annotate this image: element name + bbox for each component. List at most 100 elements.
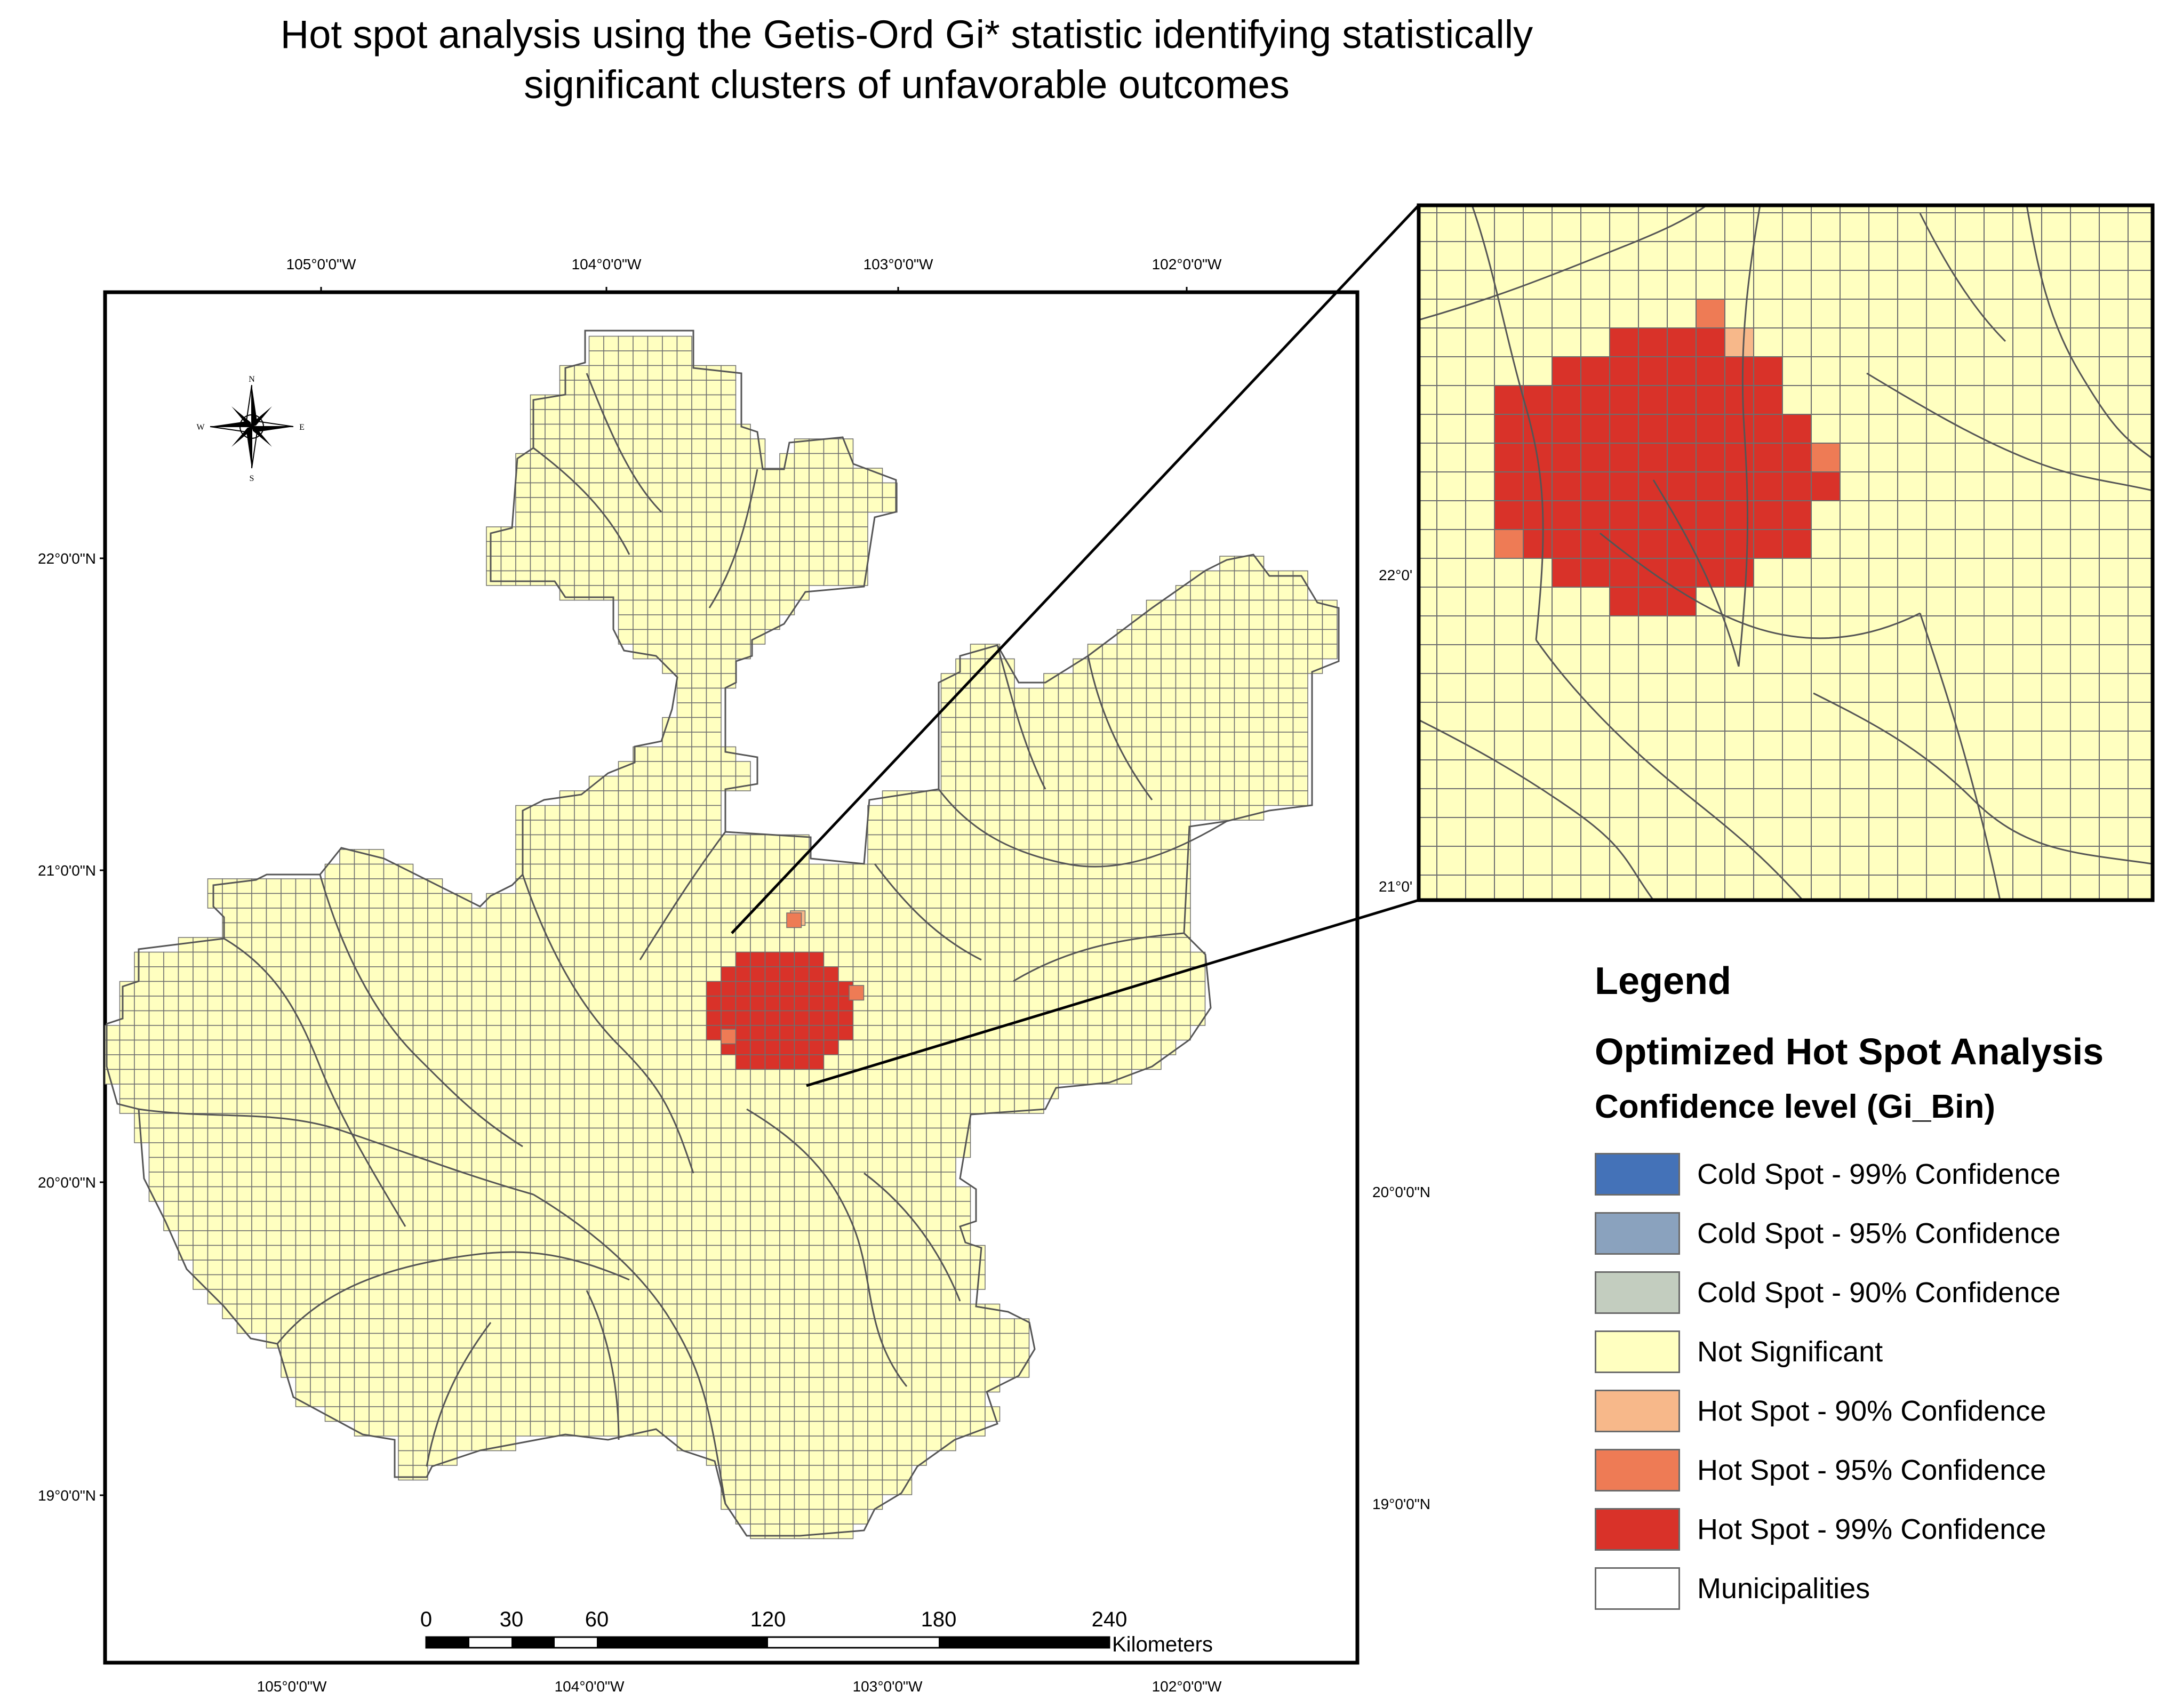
grid-cell [1161, 629, 1177, 645]
grid-cell [574, 1157, 590, 1173]
grid-cell [310, 1303, 326, 1319]
grid-cell [721, 1465, 737, 1481]
grid-cell [442, 1303, 458, 1319]
grid-cell [324, 937, 340, 953]
grid-cell [251, 1069, 267, 1085]
grid-cell [222, 1025, 238, 1041]
grid-cell [1014, 687, 1030, 703]
grid-cell [545, 1098, 561, 1114]
grid-cell [193, 1127, 209, 1143]
grid-cell [559, 453, 575, 469]
grid-cell [545, 511, 561, 527]
grid-cell [721, 951, 737, 967]
grid-cell [1116, 863, 1132, 879]
grid-cell [1753, 702, 1783, 732]
grid-cell [647, 1230, 663, 1246]
grid-cell [779, 1274, 795, 1290]
grid-cell [457, 1186, 473, 1202]
grid-cell [281, 1289, 297, 1305]
grid-cell [838, 966, 854, 982]
grid-cell [193, 1260, 209, 1276]
grid-cell [691, 922, 707, 938]
grid-cell [515, 1362, 531, 1378]
grid-cell [676, 922, 692, 938]
grid-cell [970, 834, 986, 850]
hot-spot-cell [1724, 500, 1754, 530]
grid-cell [764, 1362, 780, 1378]
grid-cell [764, 497, 780, 513]
grid-cell [999, 702, 1015, 718]
grid-cell [1102, 1039, 1118, 1055]
grid-cell [1116, 922, 1132, 938]
grid-cell [633, 497, 649, 513]
grid-cell [823, 1318, 839, 1334]
grid-cell [823, 922, 839, 938]
grid-cell [779, 526, 795, 542]
grid-cell [1219, 658, 1235, 674]
grid-cell [324, 1377, 340, 1393]
bottom-label-102: 102°0'0"W [1152, 1678, 1222, 1695]
grid-cell [676, 1039, 692, 1055]
grid-cell [676, 497, 692, 513]
grid-cell [838, 497, 854, 513]
grid-cell [515, 1069, 531, 1085]
grid-cell [794, 1113, 810, 1129]
grid-cell [1146, 996, 1162, 1012]
grid-cell [1161, 746, 1177, 762]
municipality-boundary [276, 1251, 630, 1344]
grid-cell [809, 1098, 825, 1114]
grid-cell [588, 1054, 604, 1070]
grid-cell [940, 1127, 956, 1143]
hot-spot-cell [721, 966, 737, 982]
grid-cell [1219, 805, 1235, 821]
grid-cell [691, 1230, 707, 1246]
municipality-boundary [1013, 932, 1185, 982]
grid-cell [706, 1391, 722, 1407]
grid-cell [838, 1479, 854, 1495]
grid-cell [588, 1362, 604, 1378]
grid-cell [794, 1157, 810, 1173]
grid-cell [999, 805, 1015, 821]
grid-cell [588, 541, 604, 557]
grid-cell [676, 805, 692, 821]
grid-cell [882, 1260, 898, 1276]
grid-cell [251, 1127, 267, 1143]
grid-cell [1897, 471, 1927, 501]
grid-cell [442, 908, 458, 924]
legend-swatch [1595, 1448, 1680, 1492]
grid-cell [266, 1113, 282, 1129]
grid-cell [676, 1289, 692, 1305]
grid-cell [955, 966, 971, 982]
hot-spot-cell [1552, 414, 1581, 444]
grid-cell [618, 922, 634, 938]
top-label-103: 103°0'0"W [863, 256, 933, 272]
grid-cell [2012, 615, 2042, 645]
grid-cell [354, 1054, 370, 1070]
grid-cell [545, 1157, 561, 1173]
grid-cell [442, 981, 458, 997]
grid-cell [633, 996, 649, 1012]
grid-cell [1811, 702, 1841, 732]
grid-cell [1175, 761, 1191, 777]
legend-swatch [1595, 1271, 1680, 1314]
grid-cell [794, 1274, 810, 1290]
grid-cell [852, 1391, 868, 1407]
grid-cell [134, 966, 150, 982]
grid-cell [779, 1084, 795, 1100]
grid-cell [574, 497, 590, 513]
grid-cell [882, 1333, 898, 1349]
grid-cell [1418, 587, 1437, 616]
grid-cell [1073, 908, 1089, 924]
grid-cell [251, 1098, 267, 1114]
hot-spot-cell [750, 966, 766, 982]
grid-cell [236, 1274, 252, 1290]
grid-cell [867, 1010, 883, 1026]
grid-cell [1102, 908, 1118, 924]
grid-cell [588, 423, 604, 439]
grid-cell [911, 1318, 927, 1334]
grid-cell [940, 732, 956, 748]
grid-cell [735, 1318, 751, 1334]
grid-cell [1190, 717, 1206, 733]
grid-cell [999, 1333, 1015, 1349]
hot-spot-cell [1494, 471, 1524, 501]
